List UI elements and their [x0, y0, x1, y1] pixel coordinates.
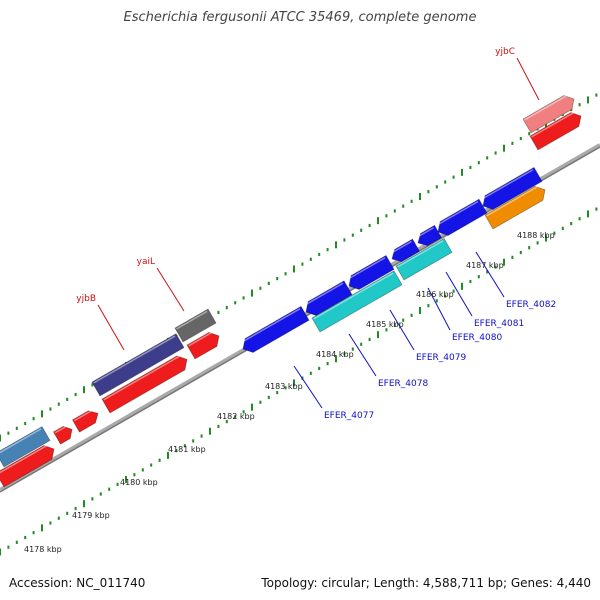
gene-yjbC — [522, 93, 575, 134]
gene-steelblue-shape — [0, 426, 51, 468]
gene-yjbB-highlight — [93, 335, 176, 384]
gene-red-4-highlight — [103, 354, 183, 401]
gene-EFER_4077-shape — [242, 305, 310, 353]
kbp-label: 4187 kbp — [466, 261, 504, 270]
gene-red-5-shape — [186, 332, 220, 360]
label-EFER_4081: EFER_4081 — [474, 319, 524, 329]
kbp-label: 4183 kbp — [265, 382, 303, 391]
gene-red-3 — [71, 408, 99, 433]
kbp-label: 4188 kbp — [517, 231, 555, 240]
genome-title: Escherichia fergusonii ATCC 35469, compl… — [123, 10, 477, 25]
inner-tick-track — [0, 207, 598, 556]
gene-yaiL-highlight — [176, 310, 208, 330]
gene-blue-3-shape — [348, 254, 395, 290]
kbp-label: 4180 kbp — [120, 478, 158, 487]
gene-yaiL-shape — [174, 308, 217, 343]
gene-red-6-highlight — [531, 110, 577, 138]
kbp-label: 4184 kbp — [316, 350, 354, 359]
kbp-label: 4179 kbp — [72, 511, 110, 520]
gene-blue-5 — [415, 224, 443, 247]
gene-red-4 — [101, 354, 188, 414]
label-yjbB-leader — [97, 304, 125, 351]
gene-orange — [484, 184, 546, 230]
gene-blue-7-shape — [482, 166, 543, 210]
gene-EFER_4078-shape — [311, 270, 403, 333]
gene-red-5-highlight — [188, 330, 215, 347]
gene-blue-4-shape — [391, 238, 421, 263]
gene-red-6 — [529, 110, 582, 151]
kbp-label: 4186 kbp — [416, 290, 454, 299]
label-EFER_4082-leader — [475, 251, 505, 298]
label-EFER_4079: EFER_4079 — [416, 353, 466, 363]
gene-yjbB-shape — [91, 333, 185, 397]
label-yaiL: yaiL — [137, 257, 155, 267]
gene-blue-7-highlight — [480, 169, 534, 201]
gene-EFER_4078 — [311, 270, 403, 333]
kbp-label: 4181 kbp — [168, 445, 206, 454]
gene-orange-shape — [484, 185, 546, 230]
gene-blue-2-highlight — [303, 282, 344, 307]
label-yjbB: yjbB — [76, 294, 96, 304]
label-EFER_4078: EFER_4078 — [378, 379, 428, 389]
gene-blue-2 — [303, 280, 353, 316]
label-EFER_4077: EFER_4077 — [324, 411, 374, 421]
gene-steelblue-highlight — [0, 428, 42, 455]
label-EFER_4077-leader — [293, 365, 323, 409]
gene-red-3-highlight — [73, 408, 94, 422]
gene-blue-5-highlight — [415, 227, 434, 239]
gene-blue-6 — [435, 198, 488, 236]
accession-label: Accession: NC_011740 — [9, 576, 146, 590]
label-EFER_4079-leader — [389, 309, 415, 351]
gene-red-2-highlight — [54, 424, 68, 434]
label-EFER_4082: EFER_4082 — [506, 300, 556, 310]
label-yaiL-leader — [156, 267, 185, 312]
gene-yjbB — [91, 333, 185, 397]
label-yjbC: yjbC — [495, 47, 515, 57]
gene-red-1-highlight — [0, 443, 50, 475]
kbp-scale: 4178 kbp 4179 kbp 4180 kbp 4181 kbp 4182 kbp… — [24, 231, 555, 554]
label-yjbC-leader — [516, 57, 540, 101]
gene-red-2-shape — [52, 425, 73, 445]
gene-blue-2-shape — [305, 280, 353, 316]
topology-label: Topology: circular; Length: 4,588,711 bp… — [261, 576, 591, 590]
gene-red-1-shape — [0, 445, 55, 488]
gene-red-2 — [52, 424, 73, 445]
gene-EFER_4077 — [240, 305, 310, 353]
gene-blue-5-shape — [417, 224, 443, 247]
gene-track — [0, 93, 582, 488]
gene-blue-3 — [346, 254, 395, 290]
gene-EFER_4078-highlight — [313, 272, 394, 320]
label-EFER_4081-leader — [445, 271, 473, 317]
gene-EFER_4079 — [395, 237, 453, 281]
label-EFER_4080: EFER_4080 — [452, 333, 502, 343]
kbp-label: 4178 kbp — [24, 545, 62, 554]
gene-blue-7 — [480, 166, 543, 210]
gene-red-1 — [0, 443, 55, 488]
gene-EFER_4079-highlight — [397, 240, 444, 268]
label-EFER_4080-leader — [427, 287, 451, 331]
gene-yjbC-shape — [522, 95, 575, 134]
kbp-label: 4182 kbp — [217, 412, 255, 421]
label-EFER_4078-leader — [348, 333, 377, 377]
gene-red-3-shape — [71, 410, 99, 433]
gene-EFER_4077-highlight — [240, 308, 301, 344]
gene-blue-4-highlight — [389, 240, 412, 255]
kbp-label: 4185 kbp — [366, 320, 404, 329]
gene-yjbC-highlight — [524, 93, 570, 121]
gene-blue-4 — [389, 238, 421, 263]
gene-yaiL — [174, 308, 217, 343]
gene-steelblue — [0, 426, 51, 468]
gene-orange-highlight — [486, 184, 541, 217]
gene-callouts: EFER_4077 EFER_4078 EFER_4079 EFER_4080 EFER… — [76, 47, 556, 421]
gene-EFER_4079-shape — [395, 237, 453, 281]
gene-blue-6-highlight — [435, 200, 479, 227]
gene-red-6-shape — [529, 112, 582, 151]
gene-blue-6-shape — [437, 198, 488, 236]
gene-red-5 — [186, 330, 220, 360]
gene-red-4-shape — [101, 355, 188, 414]
gene-blue-3-highlight — [346, 257, 386, 281]
